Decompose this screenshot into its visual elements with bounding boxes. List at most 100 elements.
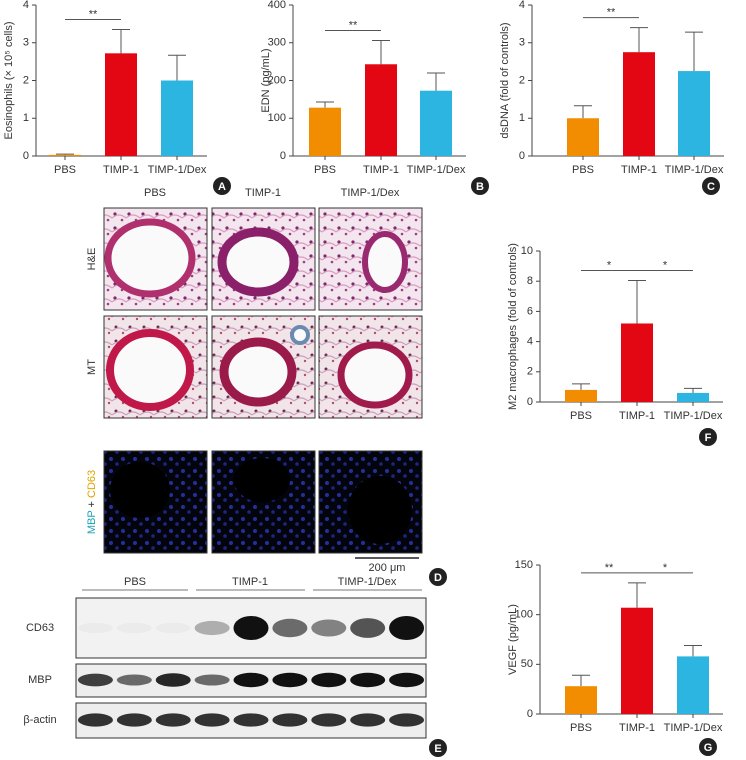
y-tick-label: 150 (515, 559, 533, 571)
airway (106, 329, 194, 411)
blot-row-label: β-actin (23, 714, 56, 726)
airway (217, 227, 299, 297)
panel-badge (702, 177, 720, 195)
blot-band (272, 713, 308, 727)
bar (678, 71, 710, 156)
bar (623, 52, 655, 156)
y-tick-label: 0 (23, 150, 29, 162)
group-label: TIMP-1/Dex (338, 576, 397, 588)
blot-band (116, 713, 152, 727)
y-tick-label: 0 (527, 396, 533, 408)
blot-band (77, 673, 113, 687)
x-tick-label: TIMP-1/Dex (664, 722, 723, 734)
scale-bar-label: 200 μm (369, 562, 406, 574)
y-tick-label: 0 (527, 708, 533, 720)
x-tick-label: PBS (570, 722, 592, 734)
group-label: PBS (124, 576, 146, 588)
bar (565, 686, 597, 714)
airway (337, 341, 413, 409)
bar (677, 656, 709, 714)
blot-band (311, 713, 347, 727)
blot-band (155, 713, 191, 727)
blot-band (116, 674, 152, 686)
blot-band (311, 672, 347, 688)
y-tick-label: 1 (519, 112, 525, 124)
x-tick-label: TIMP-1 (103, 164, 139, 176)
blot-band (77, 713, 113, 727)
bar (105, 53, 137, 156)
x-tick-label: TIMP-1 (619, 410, 655, 422)
panel-letter: C (707, 181, 715, 193)
y-tick-label: 0 (280, 150, 286, 162)
bar (161, 80, 193, 156)
x-tick-label: TIMP-1 (363, 164, 399, 176)
y-tick-label: 10 (521, 245, 533, 257)
group-label: TIMP-1 (232, 576, 268, 588)
y-tick-label: 2 (519, 74, 525, 86)
y-tick-label: 50 (521, 658, 533, 670)
panel-letter: G (704, 742, 713, 754)
x-tick-label: TIMP-1/Dex (664, 410, 723, 422)
blot-band (233, 616, 269, 640)
y-axis-label: VEGF (pg/mL) (507, 604, 519, 675)
blot-band (350, 713, 386, 727)
y-tick-label: 4 (527, 336, 533, 348)
x-tick-label: TIMP-1/Dex (407, 164, 466, 176)
blot-band (389, 616, 425, 640)
stain-label: MBP + CD63 (86, 470, 98, 534)
y-axis-label: M2 macrophages (fold of controls) (507, 243, 519, 410)
significance-label: * (663, 259, 668, 271)
y-tick-label: 4 (519, 0, 525, 11)
blot-band (78, 623, 113, 633)
row-label: MT (86, 359, 98, 375)
significance-label: * (663, 562, 668, 574)
lumen (348, 476, 412, 544)
panel-letter: D (434, 572, 442, 584)
blot-band (233, 713, 269, 727)
panel-letter: A (218, 181, 226, 193)
panel-letter: E (434, 743, 441, 755)
panel-badge (699, 738, 717, 756)
blot-band (194, 620, 230, 636)
x-tick-label: TIMP-1 (621, 164, 657, 176)
airway (362, 231, 408, 293)
blot-band (350, 618, 386, 638)
y-tick-label: 100 (515, 609, 533, 621)
bar (49, 154, 81, 156)
blot-band (389, 713, 425, 727)
significance-label: ** (349, 19, 358, 31)
y-tick-label: 200 (268, 74, 286, 86)
blot-band (389, 672, 425, 688)
y-tick-label: 100 (268, 112, 286, 124)
y-tick-label: 4 (23, 0, 29, 11)
row-label: H&E (86, 248, 98, 271)
bar (420, 90, 452, 156)
blot-band (117, 623, 152, 633)
airway (104, 218, 196, 298)
y-tick-label: 8 (527, 275, 533, 287)
y-tick-label: 6 (527, 305, 533, 317)
panel-badge (429, 568, 447, 586)
y-tick-label: 2 (23, 74, 29, 86)
lumen (234, 458, 290, 502)
blot-row-label: CD63 (26, 622, 54, 634)
y-tick-label: 3 (23, 37, 29, 49)
bar (567, 118, 599, 156)
panel-badge (471, 177, 489, 195)
histology-panel (103, 207, 423, 559)
significance-label: ** (89, 8, 98, 20)
blot-band (272, 672, 308, 688)
blot-band (156, 623, 191, 633)
stain-label-part: CD63 (86, 470, 98, 498)
vessel (290, 325, 310, 345)
stain-label-part: MBP (86, 511, 98, 535)
panel-letter: B (476, 181, 484, 193)
airway (219, 337, 297, 407)
blot-band (350, 672, 386, 688)
panel-badge (699, 428, 717, 446)
y-tick-label: 3 (519, 37, 525, 49)
y-tick-label: 0 (519, 150, 525, 162)
x-tick-label: TIMP-1/Dex (665, 164, 724, 176)
bar (309, 107, 341, 156)
